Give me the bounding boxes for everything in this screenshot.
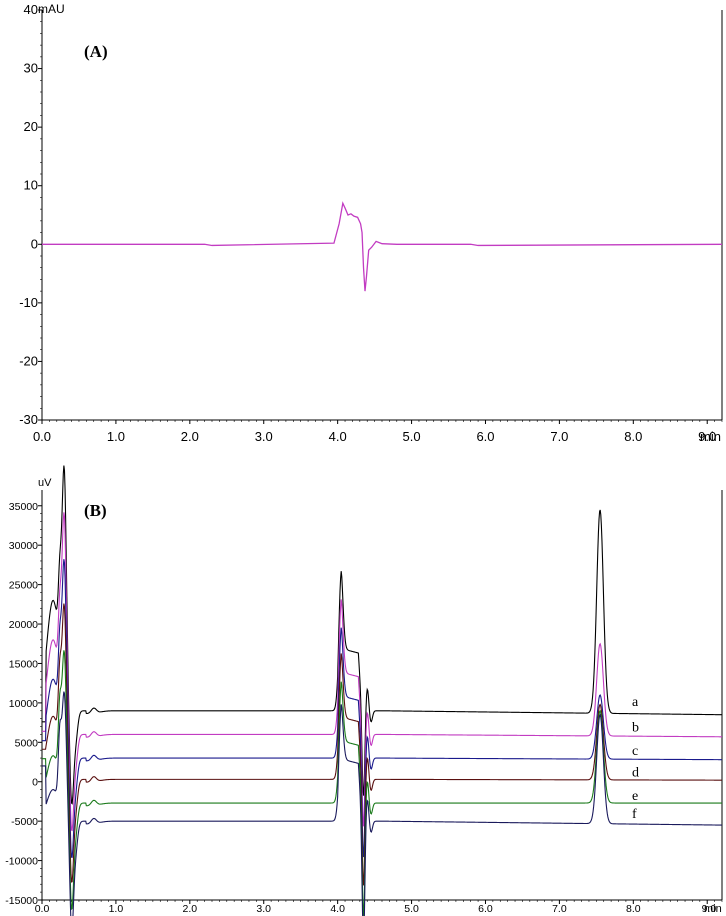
y-tick-label: -10 (19, 295, 38, 310)
x-tick-label: 2.0 (183, 903, 198, 915)
y-tick-label: 10000 (9, 698, 38, 710)
y-tick-label: -30 (19, 412, 38, 427)
y-tick-label: -15000 (5, 895, 38, 907)
panel-a-xlabel: min (700, 429, 721, 444)
y-tick-label: 5000 (15, 737, 39, 749)
y-tick-label: 0 (31, 236, 38, 251)
panel-a-series (42, 201, 723, 292)
y-tick-label: -10000 (5, 856, 38, 868)
x-tick-label: 8.0 (624, 429, 642, 444)
series-line-c (42, 559, 722, 858)
x-tick-label: 7.0 (550, 429, 568, 444)
x-tick-label: 1.0 (107, 429, 125, 444)
x-tick-label: 4.0 (329, 429, 347, 444)
x-tick-label: 6.0 (476, 429, 494, 444)
series-line (42, 201, 723, 292)
x-tick-label: 5.0 (403, 429, 421, 444)
y-tick-label: 20 (24, 119, 38, 134)
series-line-b (42, 512, 723, 832)
panel-a-label: (A) (84, 42, 108, 61)
trace-label-e: e (632, 789, 638, 804)
x-tick-label: 9.0 (702, 903, 717, 915)
y-tick-label: 25000 (9, 580, 38, 592)
y-tick-label: 30 (24, 61, 38, 76)
y-tick-label: 0 (32, 777, 38, 789)
chart-panel-a: 0.0 1.0 2.0 3.0 4.0 5.0 6.0 7.0 8.0 9.0 40 30 20 10 0… (19, 2, 723, 444)
x-tick-label: 1.0 (109, 903, 124, 915)
panel-a-ylabel: mAU (38, 2, 65, 16)
series-line-d (42, 603, 722, 886)
x-tick-label: 0.0 (35, 903, 50, 915)
panel-b-ylabel: uV (38, 477, 52, 489)
trace-label-c: c (632, 744, 638, 759)
series-line-f (42, 691, 723, 916)
panel-a-x-ticks: 0.0 1.0 2.0 3.0 4.0 5.0 6.0 7.0 8.0 9.0 (33, 420, 723, 444)
y-tick-label: 30000 (9, 540, 38, 552)
x-tick-label: 8.0 (626, 903, 641, 915)
series-line-e (42, 650, 722, 916)
trace-label-a: a (632, 695, 639, 710)
trace-label-d: d (632, 765, 639, 780)
x-tick-label: 2.0 (181, 429, 199, 444)
y-tick-label: 20000 (9, 619, 38, 631)
panel-a-y-ticks: 40 30 20 10 0 -10 -20 -30 (19, 2, 42, 427)
y-tick-label: 15000 (9, 658, 38, 670)
x-tick-label: 9.0 (698, 429, 716, 444)
x-tick-label: 0.0 (33, 429, 51, 444)
x-tick-label: 5.0 (404, 903, 419, 915)
chart-panel-b: 0.0 1.0 2.0 3.0 4.0 5.0 6.0 7.0 8.0 9.0 35000 3000… (5, 465, 723, 916)
y-tick-label: -20 (19, 353, 38, 368)
x-tick-label: 6.0 (478, 903, 493, 915)
y-tick-label: 40 (24, 2, 38, 17)
x-tick-label: 3.0 (256, 903, 271, 915)
x-tick-label: 3.0 (255, 429, 273, 444)
panel-b-xlabel: min (704, 903, 722, 915)
x-tick-label: 4.0 (330, 903, 345, 915)
x-tick-label: 7.0 (552, 903, 567, 915)
trace-label-f: f (632, 807, 637, 822)
y-tick-label: 35000 (9, 501, 38, 513)
trace-label-b: b (632, 720, 639, 735)
series-line-a (42, 465, 723, 805)
panel-b-y-ticks: 35000 30000 25000 20000 15000 10000 5000 0 -5000… (5, 501, 42, 907)
panel-b-x-ticks: 0.0 1.0 2.0 3.0 4.0 5.0 6.0 7.0 8.0 9.0 (35, 900, 723, 915)
y-tick-label: 10 (24, 178, 38, 193)
y-tick-label: -5000 (11, 816, 38, 828)
panel-b-label: (B) (84, 501, 107, 520)
panel-b-series (42, 465, 723, 916)
